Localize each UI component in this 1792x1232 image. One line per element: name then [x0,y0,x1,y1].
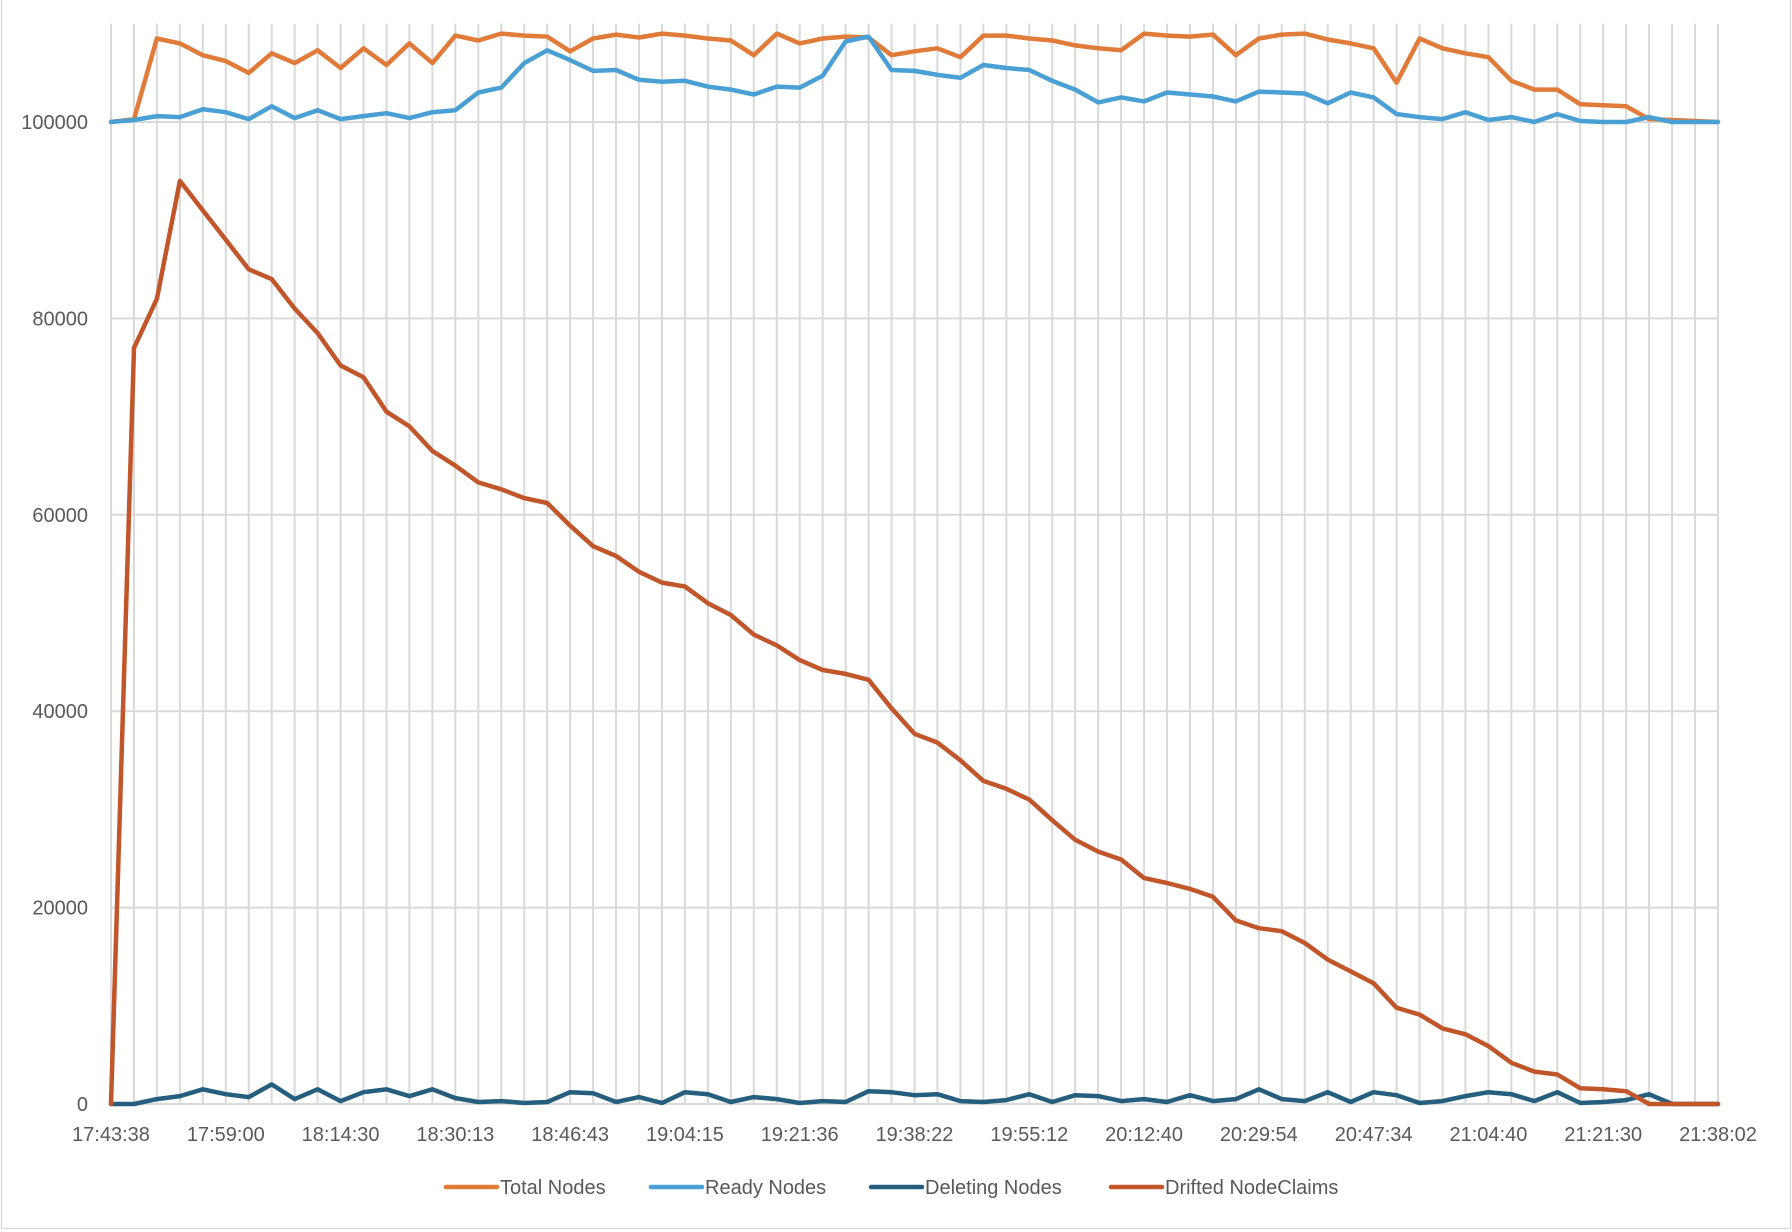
y-tick-label: 100000 [21,112,88,134]
series-line-drifted-nodeclaims [108,178,1721,1107]
y-tick-label: 80000 [32,308,88,330]
x-tick-label: 21:38:02 [1679,1124,1757,1146]
x-tick-label: 19:04:15 [646,1124,724,1146]
legend-label: Drifted NodeClaims [1165,1177,1338,1199]
x-tick-label: 18:30:13 [416,1124,494,1146]
x-tick-label: 21:04:40 [1449,1124,1527,1146]
y-tick-label: 0 [77,1094,88,1116]
legend-label: Ready Nodes [705,1177,826,1199]
legend-label: Total Nodes [500,1177,606,1199]
x-tick-label: 19:21:36 [761,1124,839,1146]
x-tick-label: 20:12:40 [1105,1124,1183,1146]
y-tick-label: 40000 [32,701,88,723]
legend-label: Deleting Nodes [925,1177,1062,1199]
legend: Total Nodes Ready Nodes Deleting Nodes Drif… [443,1177,1338,1199]
x-tick-label: 21:21:30 [1564,1124,1642,1146]
y-tick-label: 60000 [32,505,88,527]
gridlines [110,23,1719,1105]
series-lines [108,31,1721,1107]
y-tick-label: 20000 [32,898,88,920]
series-line-total-nodes [108,31,1721,125]
x-tick-label: 20:29:54 [1220,1124,1298,1146]
y-axis-ticks: 0 20000 40000 60000 80000 100000 [21,112,88,1116]
x-tick-label: 17:43:38 [72,1124,150,1146]
x-tick-label: 18:14:30 [302,1124,380,1146]
x-tick-label: 19:38:22 [876,1124,954,1146]
x-axis-ticks: 17:43:38 17:59:00 18:14:30 18:30:13 18:46:43… [72,1124,1757,1146]
series-line-ready-nodes [108,34,1721,125]
x-tick-label: 18:46:43 [531,1124,609,1146]
x-tick-label: 17:59:00 [187,1124,265,1146]
x-tick-label: 20:47:34 [1335,1124,1413,1146]
series-line-deleting-nodes [108,1082,1721,1107]
x-tick-label: 19:55:12 [990,1124,1068,1146]
